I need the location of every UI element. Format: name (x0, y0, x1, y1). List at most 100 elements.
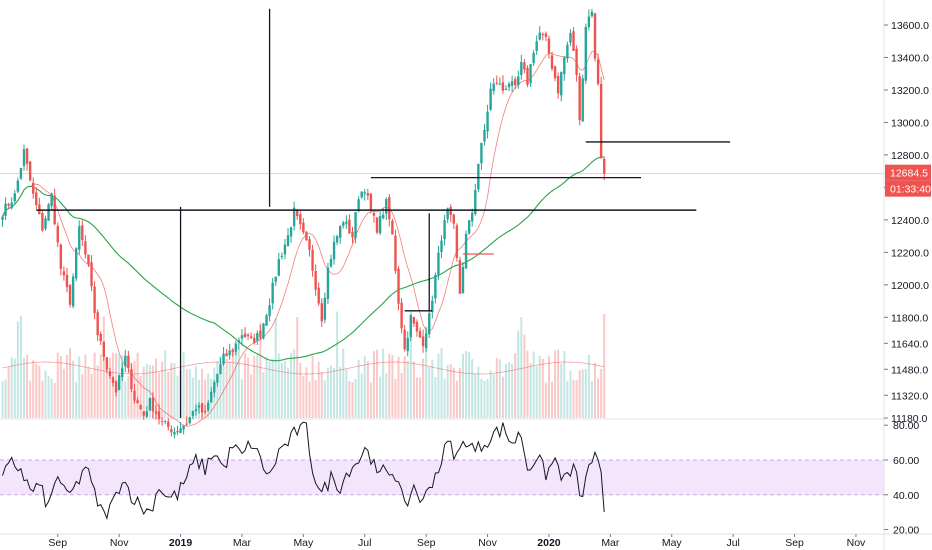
candle (550, 51, 554, 71)
candle (246, 332, 250, 340)
volume-bar (557, 349, 560, 418)
candle (305, 231, 308, 241)
volume-bar (78, 356, 81, 418)
candle-body (385, 199, 388, 214)
candle (167, 418, 170, 431)
volume-bar (96, 365, 99, 418)
candle-body (111, 377, 115, 383)
candle (587, 9, 591, 31)
candle (111, 376, 115, 387)
volume-bar (105, 358, 108, 418)
time-axis[interactable]: Sep Nov 2019 Mar May Jul Sep Nov 2020 Mar May Jul Se… (0, 533, 932, 549)
candle-body (65, 274, 69, 288)
candle-body (228, 350, 231, 356)
candle-body (513, 79, 517, 86)
candle-body (38, 204, 41, 215)
rsi-pane[interactable] (0, 421, 884, 520)
volume-bar (185, 369, 188, 418)
candle (127, 350, 130, 374)
price-axis[interactable]: 11180.0 11320.0 11480.0 11640.0 11800.0 12000… (883, 0, 931, 550)
volume-bar (280, 363, 283, 418)
candle-body (216, 374, 219, 383)
candle-body (136, 400, 139, 404)
candle (41, 211, 44, 232)
volume-bar (336, 311, 339, 418)
candle-body (569, 33, 572, 43)
candle-body (210, 391, 213, 403)
volume-bar (428, 367, 431, 418)
candle-body (84, 241, 87, 255)
volume-bar (520, 317, 523, 418)
volume-bar (72, 360, 75, 418)
volume-bar (4, 379, 7, 418)
volume-bar (207, 373, 210, 418)
volume-bar (554, 350, 557, 418)
candle (228, 343, 231, 360)
volume-bar (164, 350, 167, 418)
candle (148, 397, 152, 411)
candle (191, 410, 195, 420)
candle-body (154, 411, 158, 414)
candle-body (495, 82, 498, 84)
candle-body (388, 197, 391, 220)
candle (486, 104, 489, 139)
volume-bar (225, 359, 228, 418)
candle (394, 229, 397, 274)
candle (507, 81, 511, 92)
candle-body (148, 397, 152, 411)
candle-body (424, 333, 428, 349)
volume-bar (204, 379, 207, 418)
volume-bar (422, 358, 425, 418)
volume-bar (151, 365, 154, 418)
volume-bar (535, 366, 538, 418)
main-price-pane[interactable] (0, 8, 884, 439)
time-tick-label: 2020 (537, 537, 561, 549)
candle (323, 292, 327, 324)
volume-bar (492, 374, 495, 418)
volume-bar (603, 314, 606, 418)
price-tick-label: 11320.0 (891, 390, 928, 402)
candle-body (124, 355, 127, 367)
candle-body (415, 321, 419, 332)
volume-bar (268, 361, 271, 418)
candle (517, 70, 520, 89)
volume-bar (452, 367, 455, 418)
candle-body (547, 38, 551, 54)
candle (403, 324, 406, 352)
candle (99, 331, 102, 346)
candle (206, 400, 210, 412)
candle (593, 12, 597, 62)
volume-bar (240, 379, 243, 418)
candle (56, 222, 59, 248)
volume-bar (600, 368, 603, 418)
candle (535, 35, 538, 55)
candle-body (329, 259, 333, 267)
candle (114, 380, 118, 397)
candle-body (406, 337, 409, 352)
candle (170, 425, 173, 437)
candle-body (206, 402, 210, 411)
volume-bar (372, 351, 375, 418)
candle (421, 329, 425, 353)
candle (35, 187, 38, 210)
candle-body (498, 83, 502, 85)
candle (418, 327, 422, 338)
volume-bar (388, 353, 391, 418)
price-tick-label: 13000.0 (891, 117, 929, 129)
volume-bar (277, 353, 280, 418)
candle (391, 218, 394, 235)
price-tick-label: 12200.0 (891, 247, 929, 259)
candle-body (523, 62, 526, 70)
candle (311, 244, 314, 277)
candle (249, 332, 253, 339)
volume-bar (443, 378, 446, 418)
candle (510, 75, 514, 92)
volume-bar (259, 322, 262, 418)
candle-body (421, 336, 425, 347)
volume-bar (308, 381, 311, 418)
candle-body (142, 411, 145, 416)
volume-bar (501, 376, 504, 418)
volume-bar (339, 366, 342, 418)
candle-body (507, 83, 511, 88)
